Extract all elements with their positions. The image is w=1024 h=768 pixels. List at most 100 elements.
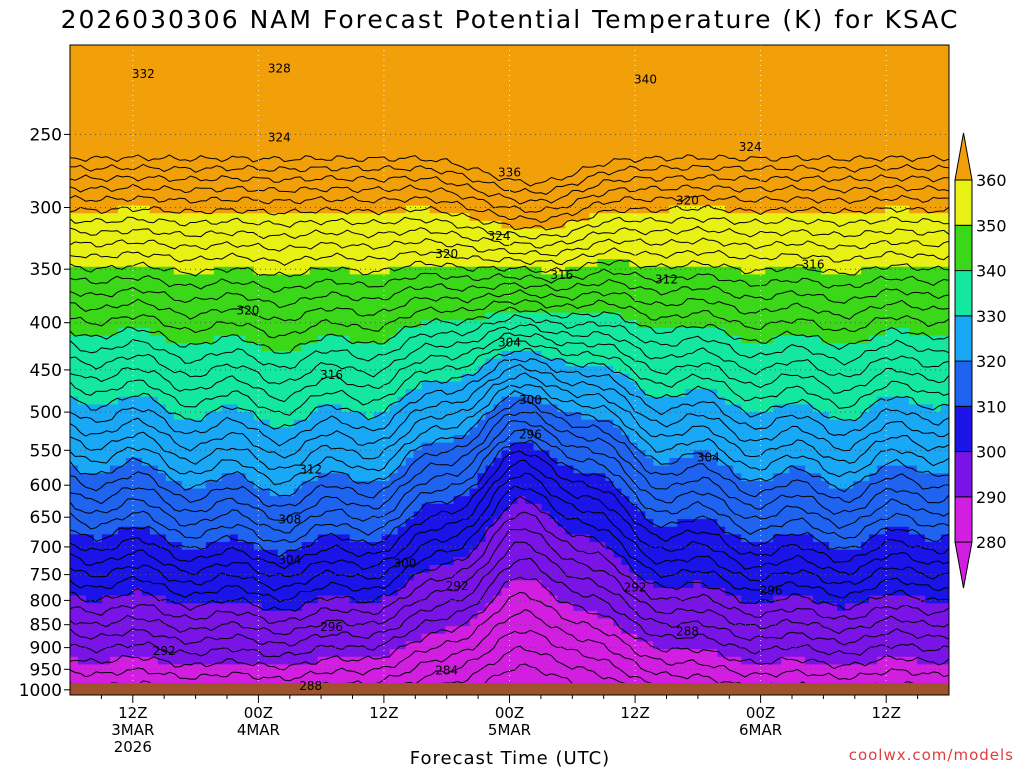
field-cell bbox=[125, 396, 135, 406]
field-cell bbox=[373, 503, 383, 513]
field-cell bbox=[189, 83, 199, 92]
field-cell bbox=[205, 282, 215, 291]
field-cell bbox=[165, 503, 175, 513]
field-cell bbox=[365, 419, 375, 428]
field-cell bbox=[197, 190, 207, 199]
field-cell bbox=[341, 618, 351, 627]
field-cell bbox=[373, 618, 383, 627]
field-cell bbox=[181, 182, 191, 191]
field-cell bbox=[141, 664, 151, 673]
field-cell bbox=[149, 220, 159, 230]
field-cell bbox=[389, 450, 399, 459]
field-cell bbox=[341, 488, 351, 497]
field-cell bbox=[461, 98, 471, 107]
field-cell bbox=[533, 236, 543, 245]
field-cell bbox=[157, 152, 167, 161]
field-cell bbox=[325, 98, 335, 107]
field-cell bbox=[533, 213, 543, 222]
field-cell bbox=[237, 83, 247, 92]
field-cell bbox=[365, 228, 375, 237]
field-cell bbox=[93, 396, 103, 406]
field-cell bbox=[365, 427, 375, 436]
field-cell bbox=[413, 121, 423, 130]
field-cell bbox=[85, 358, 95, 367]
field-cell bbox=[117, 580, 127, 589]
field-cell bbox=[509, 343, 519, 352]
field-cell bbox=[309, 503, 319, 513]
field-cell bbox=[117, 220, 127, 230]
field-cell bbox=[397, 312, 407, 321]
field-cell bbox=[293, 610, 303, 620]
field-cell bbox=[93, 565, 103, 574]
field-cell bbox=[77, 52, 87, 61]
field-cell bbox=[453, 121, 463, 130]
field-cell bbox=[221, 289, 231, 298]
field-cell bbox=[109, 98, 119, 107]
field-cell bbox=[325, 121, 335, 130]
field-cell bbox=[309, 83, 319, 92]
field-cell bbox=[157, 144, 167, 153]
field-cell bbox=[453, 503, 463, 513]
field-cell bbox=[349, 519, 359, 528]
field-cell bbox=[317, 45, 327, 54]
field-cell bbox=[141, 167, 151, 176]
field-cell bbox=[397, 75, 407, 84]
field-cell bbox=[245, 526, 255, 536]
field-cell bbox=[405, 335, 415, 344]
field-cell bbox=[197, 251, 207, 260]
field-cell bbox=[237, 266, 247, 276]
field-cell bbox=[85, 320, 95, 329]
field-cell bbox=[205, 259, 215, 268]
field-cell bbox=[245, 274, 255, 283]
field-cell bbox=[349, 343, 359, 352]
field-cell bbox=[485, 60, 495, 69]
field-cell bbox=[517, 565, 527, 574]
field-cell bbox=[309, 542, 319, 551]
field-cell bbox=[429, 641, 439, 650]
field-cell bbox=[149, 136, 159, 146]
field-cell bbox=[317, 565, 327, 574]
field-cell bbox=[117, 412, 127, 421]
field-cell bbox=[285, 52, 295, 61]
field-cell bbox=[149, 320, 159, 329]
field-cell bbox=[301, 129, 311, 138]
field-cell bbox=[101, 251, 111, 260]
field-cell bbox=[493, 358, 503, 367]
field-cell bbox=[261, 320, 271, 329]
field-cell bbox=[237, 664, 247, 673]
field-cell bbox=[277, 228, 287, 237]
field-cell bbox=[149, 251, 159, 260]
field-cell bbox=[365, 98, 375, 107]
field-cell bbox=[77, 121, 87, 130]
field-cell bbox=[117, 672, 127, 681]
field-cell bbox=[309, 626, 319, 635]
field-cell bbox=[501, 282, 511, 291]
field-cell bbox=[85, 144, 95, 153]
field-cell bbox=[485, 129, 495, 138]
field-cell bbox=[381, 435, 391, 444]
field-cell bbox=[309, 205, 319, 214]
field-cell bbox=[277, 106, 287, 115]
field-cell bbox=[125, 251, 135, 260]
field-cell bbox=[157, 129, 167, 138]
field-cell bbox=[157, 274, 167, 283]
field-cell bbox=[285, 672, 295, 681]
field-cell bbox=[397, 190, 407, 199]
field-cell bbox=[365, 595, 375, 604]
field-cell bbox=[85, 228, 95, 237]
field-cell bbox=[253, 75, 263, 84]
field-cell bbox=[485, 366, 495, 375]
field-cell bbox=[277, 664, 287, 673]
field-cell bbox=[277, 412, 287, 421]
field-cell bbox=[181, 404, 191, 413]
field-cell bbox=[533, 52, 543, 61]
field-cell bbox=[413, 274, 423, 283]
field-cell bbox=[397, 503, 407, 513]
field-cell bbox=[389, 404, 399, 413]
field-cell bbox=[461, 327, 471, 337]
field-cell bbox=[101, 289, 111, 298]
field-cell bbox=[109, 587, 119, 597]
field-cell bbox=[269, 167, 279, 176]
field-cell bbox=[70, 297, 79, 306]
field-cell bbox=[221, 358, 231, 367]
